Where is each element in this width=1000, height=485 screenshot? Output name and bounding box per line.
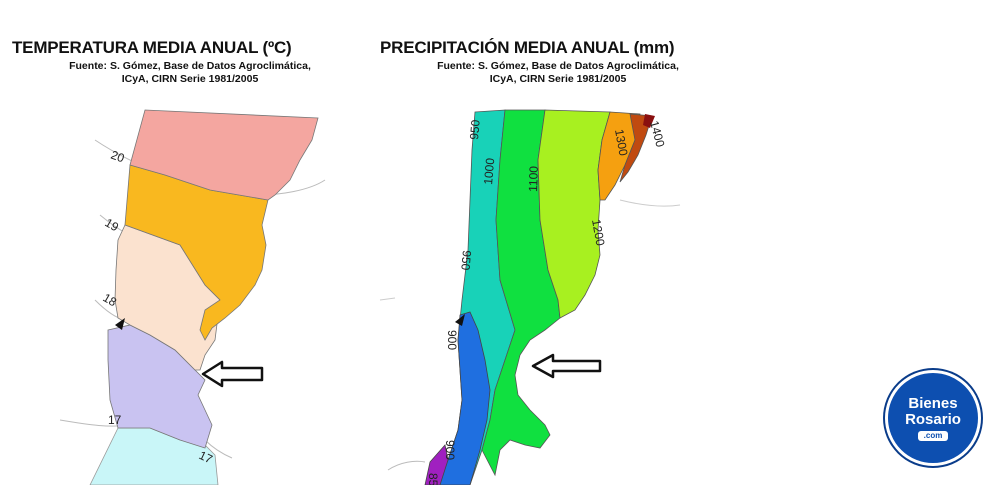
- temperature-map: 20 19 18 17 17: [59, 109, 326, 485]
- prec-zone-1400: [643, 114, 655, 128]
- logo-text-line1: Bienes: [908, 395, 958, 412]
- prec-isoline-label: 950: [467, 119, 483, 140]
- prec-zone-900: [437, 311, 491, 485]
- temp-isoline-label: 18: [101, 290, 120, 309]
- precipitation-map-source-line1: Fuente: S. Gómez, Base de Datos Agroclim…: [437, 60, 679, 72]
- prec-isoline-label: 900: [445, 330, 459, 350]
- temp-isoline-label: 17: [197, 448, 215, 466]
- arrow-icon: [201, 360, 264, 388]
- logo-text-line2: Rosario: [905, 411, 961, 428]
- prec-isoline-label: 950: [458, 250, 474, 271]
- prec-isoline-label: 1100: [526, 166, 541, 193]
- precipitation-map-source-line2: ICyA, CIRN Serie 1981/2005: [489, 73, 627, 85]
- arrow-icon: [531, 353, 602, 379]
- prec-isoline-label: 1000: [481, 157, 497, 185]
- precipitation-map: 950 1000 1100 1300 1400 1200 950 900 900…: [379, 109, 681, 485]
- temperature-map-source-line2: ICyA, CIRN Serie 1981/2005: [121, 73, 259, 85]
- temp-zone-20: [129, 109, 319, 201]
- prec-zone-850: [424, 444, 449, 485]
- prec-isoline-label: 1300: [612, 128, 630, 157]
- temperature-map-title: TEMPERATURA MEDIA ANUAL (ºC): [12, 38, 292, 57]
- prec-isoline-label: 850: [426, 473, 440, 485]
- precipitation-map-title: PRECIPITACIÓN MEDIA ANUAL (mm): [380, 38, 675, 57]
- temperature-map-source-line1: Fuente: S. Gómez, Base de Datos Agroclim…: [69, 60, 311, 72]
- temp-isoline-label: 17: [108, 413, 122, 427]
- temp-isoline-label: 20: [109, 148, 127, 166]
- prec-isoline-label: 900: [443, 440, 457, 460]
- temp-isoline-label: 19: [103, 215, 122, 234]
- prec-isoline-label: 1200: [589, 218, 607, 247]
- logo-text-line3: .com: [918, 431, 948, 441]
- prec-isoline-label: 1400: [647, 119, 668, 149]
- bienes-rosario-logo: Bienes Rosario .com: [885, 370, 981, 466]
